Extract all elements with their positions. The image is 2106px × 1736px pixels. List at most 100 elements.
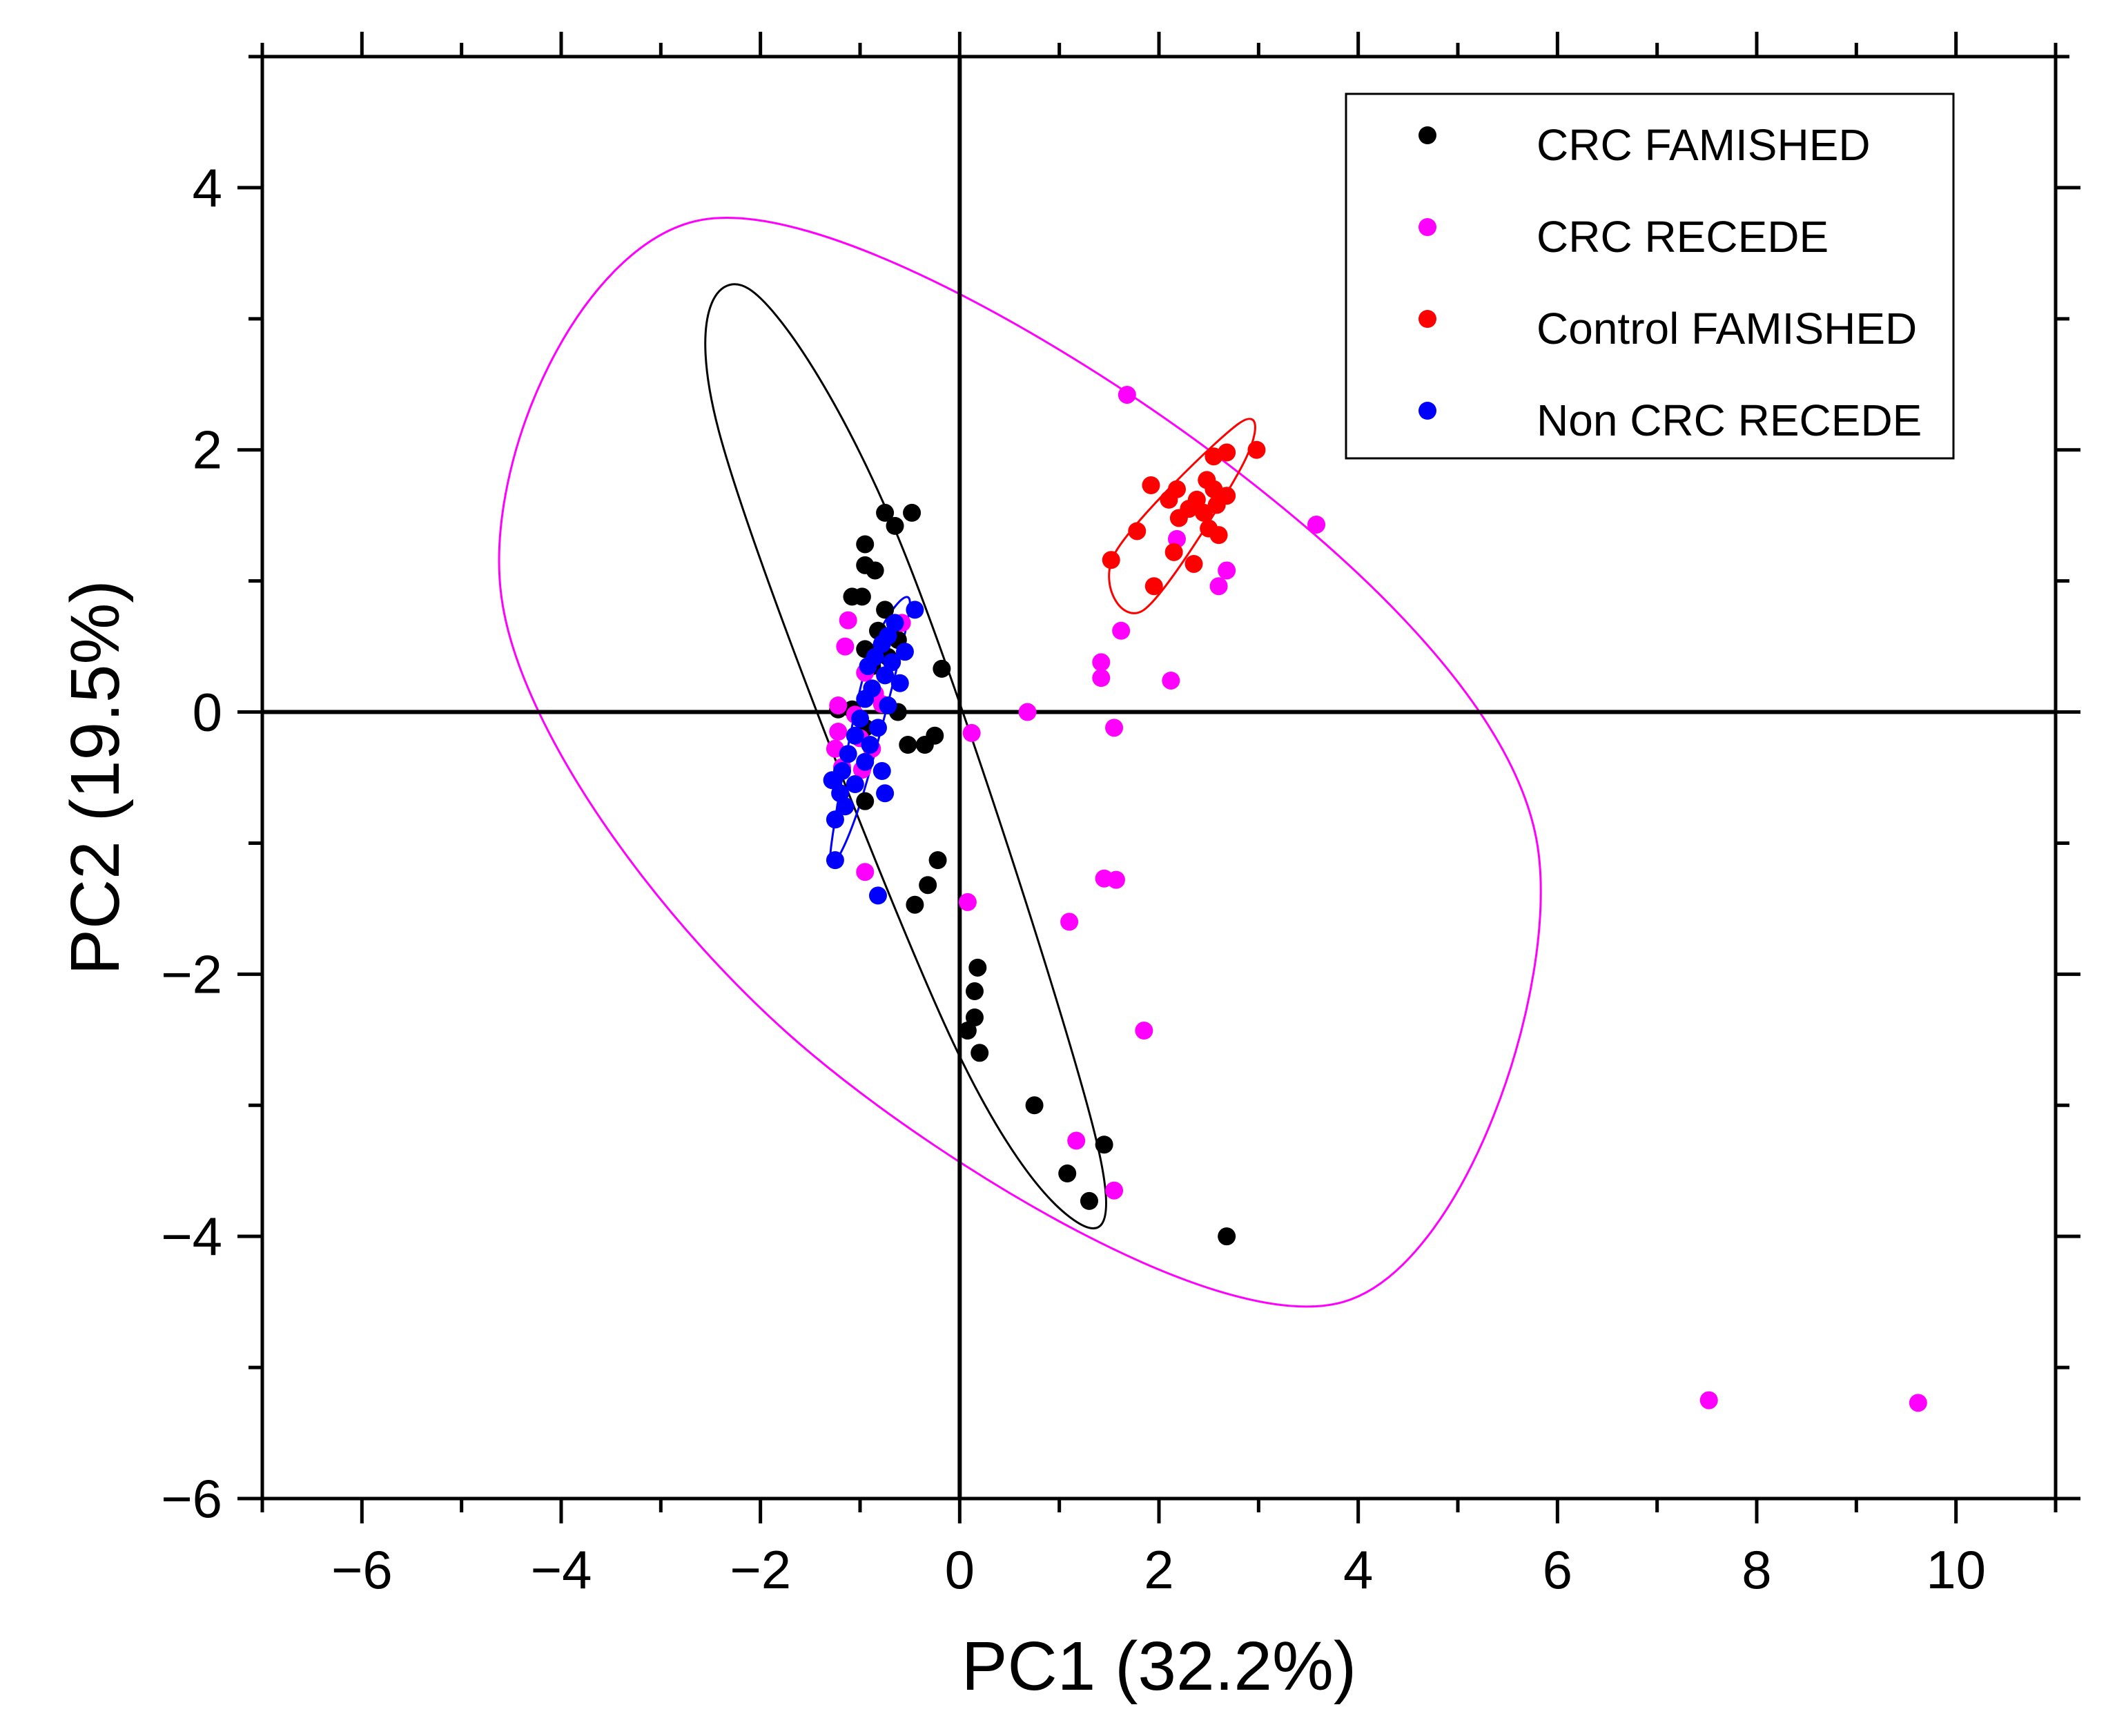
- x-tick-label: 4: [1343, 1539, 1373, 1600]
- data-point: [868, 719, 887, 737]
- data-point: [903, 503, 922, 522]
- data-point: [879, 696, 897, 715]
- x-tick-label: −4: [531, 1539, 592, 1600]
- x-tick-label: 10: [1926, 1539, 1986, 1600]
- data-point: [962, 723, 981, 742]
- data-point: [971, 1044, 989, 1062]
- data-point: [829, 696, 848, 715]
- data-point: [823, 771, 841, 790]
- data-point: [861, 736, 879, 754]
- y-tick-label: 2: [193, 420, 222, 480]
- data-point: [965, 1008, 984, 1027]
- x-tick-label: 8: [1742, 1539, 1771, 1600]
- x-tick-label: −2: [730, 1539, 791, 1600]
- data-point: [826, 810, 844, 829]
- data-point: [856, 752, 875, 771]
- data-point: [1060, 913, 1079, 931]
- data-point: [1067, 1131, 1086, 1150]
- data-point: [876, 503, 895, 522]
- data-point: [915, 736, 934, 754]
- data-point: [839, 745, 857, 763]
- data-point: [1169, 509, 1188, 527]
- legend-marker: [1418, 402, 1436, 420]
- data-point: [1080, 1191, 1098, 1210]
- data-point: [1144, 577, 1163, 596]
- data-point: [1105, 1181, 1124, 1200]
- series-group: [826, 385, 1927, 1412]
- y-tick-label: −2: [161, 944, 222, 1004]
- data-point: [846, 726, 864, 745]
- data-point: [899, 736, 917, 754]
- data-point: [919, 876, 937, 895]
- data-point: [876, 666, 895, 685]
- data-point: [1118, 385, 1136, 404]
- data-point: [1218, 1227, 1236, 1246]
- legend: CRC FAMISHED CRC RECEDE Control FAMISHED No…: [1345, 92, 1955, 460]
- data-point: [868, 886, 887, 905]
- x-tick-label: 2: [1144, 1539, 1173, 1600]
- data-point: [1194, 503, 1213, 522]
- x-tick-label: 6: [1543, 1539, 1572, 1600]
- data-point: [1092, 653, 1111, 672]
- data-point: [866, 561, 884, 580]
- legend-box: [1345, 92, 1955, 460]
- data-point: [883, 653, 901, 672]
- legend-label: CRC FAMISHED: [1537, 120, 1871, 170]
- data-point: [906, 895, 924, 914]
- data-point: [1018, 703, 1037, 721]
- y-tick-label: −6: [161, 1468, 222, 1529]
- x-tick-label: 0: [945, 1539, 975, 1600]
- series-group: [829, 503, 1236, 1246]
- data-point: [958, 893, 977, 911]
- data-point: [1909, 1394, 1927, 1412]
- series-group: [823, 601, 924, 905]
- data-point: [846, 774, 864, 793]
- axes-layer: −6 −4 −2 0 2 4 6 8 10 −6 −4 −2 0 2 4: [161, 32, 2080, 1600]
- data-point: [1218, 561, 1236, 580]
- data-point: [1307, 515, 1326, 534]
- y-tick-label: 4: [193, 157, 222, 218]
- legend-label: Control FAMISHED: [1537, 304, 1917, 353]
- data-point: [1025, 1096, 1044, 1115]
- data-point: [965, 982, 984, 1001]
- data-point: [856, 792, 875, 810]
- data-point: [1128, 522, 1147, 540]
- data-point: [933, 659, 951, 678]
- data-point: [1112, 621, 1131, 640]
- data-point: [1205, 447, 1223, 466]
- data-point: [886, 516, 904, 535]
- data-point: [872, 762, 891, 781]
- data-point: [1102, 551, 1120, 569]
- data-point: [1184, 554, 1203, 573]
- legend-label: Non CRC RECEDE: [1537, 396, 1922, 445]
- data-point: [906, 601, 924, 619]
- data-point: [829, 723, 848, 741]
- y-tick-label: 0: [193, 682, 222, 743]
- data-point: [872, 634, 891, 653]
- data-point: [890, 674, 909, 692]
- data-point: [928, 851, 947, 870]
- data-point: [852, 587, 871, 606]
- data-point: [1106, 870, 1125, 889]
- data-point: [1092, 669, 1111, 687]
- legend-marker: [1418, 310, 1436, 328]
- data-point: [1105, 719, 1124, 737]
- data-point: [876, 601, 895, 619]
- data-point: [968, 958, 987, 977]
- y-axis-title: PC2 (19.5%): [57, 580, 134, 975]
- data-point: [851, 710, 869, 728]
- axis-labels: PC1 (32.2%) PC2 (19.5%): [57, 580, 1356, 1705]
- legend-label: CRC RECEDE: [1537, 212, 1829, 262]
- data-point: [1247, 440, 1266, 459]
- data-point: [1095, 1135, 1113, 1154]
- legend-marker: [1418, 126, 1436, 144]
- confidence-ellipse: [704, 283, 1107, 1229]
- data-point: [836, 637, 855, 656]
- data-point: [1142, 476, 1160, 495]
- data-point: [886, 614, 904, 632]
- data-point: [839, 611, 857, 630]
- data-point: [836, 797, 855, 816]
- data-point: [856, 863, 875, 881]
- data-point: [1058, 1164, 1077, 1183]
